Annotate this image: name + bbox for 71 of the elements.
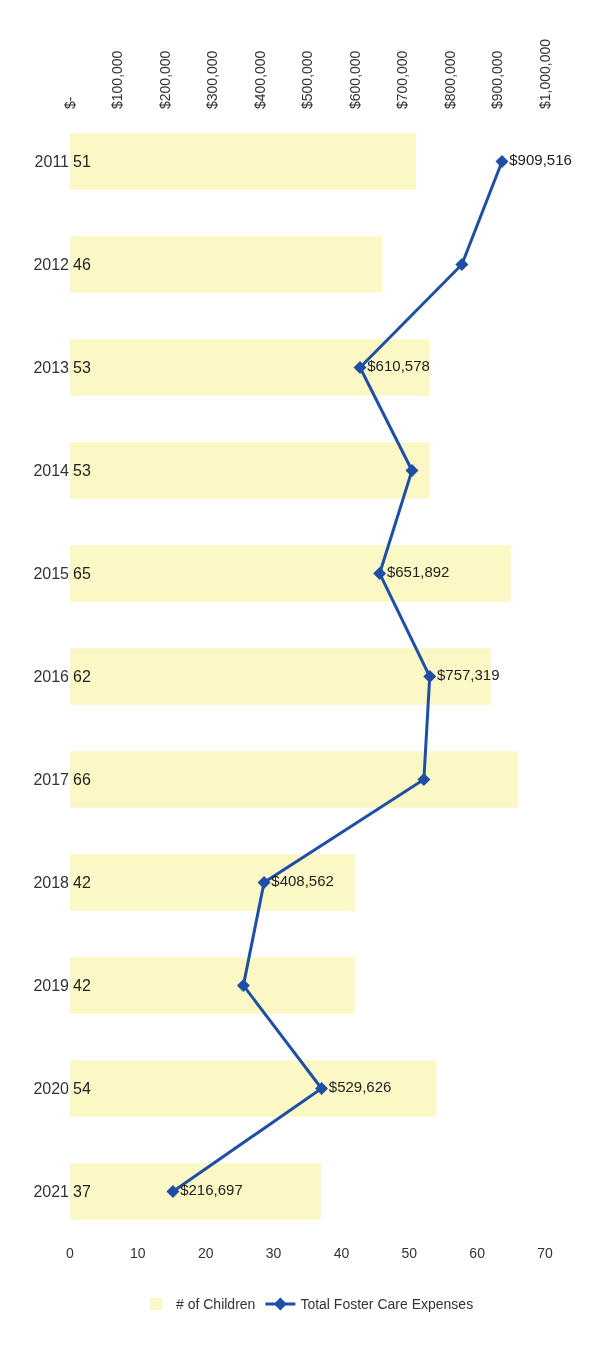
y-tick-label: 2014 [33,462,70,480]
point [166,1185,180,1198]
legend-label: Total Foster Care Expenses [300,1296,474,1313]
point [417,773,431,786]
data-label: 42 [73,874,91,892]
bar [70,1163,322,1220]
data-label: 62 [73,667,91,685]
point [315,1082,329,1095]
x-tick-label: 0 [66,1245,75,1261]
point [257,876,271,889]
x-tick-label: 40 [333,1245,350,1261]
y-tick-label: 2012 [33,256,70,274]
bar [70,1060,437,1117]
x2-tick-label: $300,000 [204,50,221,109]
y-tick-label: 2018 [33,874,70,892]
data-label: 66 [73,771,91,788]
point [373,567,387,580]
point [455,258,469,271]
data-label: $610,578 [367,357,430,375]
x-tick-label: 20 [197,1245,214,1261]
y-tick-label: 2019 [33,977,70,995]
bar [70,133,417,190]
x2-tick-label: $200,000 [156,50,173,109]
point [423,670,437,683]
x-tick-label: 60 [469,1245,486,1261]
data-label: 53 [73,359,91,377]
data-label: $529,626 [328,1078,392,1096]
y-tick-label: 2021 [33,1183,70,1201]
data-label: $408,562 [271,872,334,890]
bar [70,236,383,293]
x2-tick-label: $1,000,000 [536,38,553,109]
x2-tick-label: $- [61,96,78,109]
x-tick-label: 30 [265,1245,282,1261]
x-tick-label: 70 [537,1245,553,1261]
data-label: 54 [73,1080,91,1098]
data-label: 37 [73,1183,91,1201]
bar [70,339,430,396]
data-label: 46 [73,256,91,274]
x2-tick-label: $800,000 [441,50,458,109]
point [353,361,367,374]
data-label: 65 [73,565,91,583]
data-label: 42 [73,977,91,995]
point [236,979,250,992]
data-label: $757,319 [436,666,500,684]
y-tick-label: 2017 [33,771,70,789]
bar [70,545,512,602]
y-tick-label: 2020 [33,1080,70,1098]
x2-tick-label: $600,000 [346,50,363,109]
bar [70,751,518,808]
x2-tick-label: $900,000 [489,50,506,109]
y-tick-label: 2015 [33,565,70,583]
data-label: $909,516 [509,151,572,169]
y-tick-label: 2011 [34,153,70,171]
data-label: 53 [73,462,91,480]
legend-label: # of Children [176,1296,256,1313]
x2-tick-label: $500,000 [299,50,316,109]
data-label: 51 [73,153,91,170]
data-label: $651,892 [386,563,450,581]
bar [70,854,355,911]
data-label: $216,697 [180,1181,243,1199]
x2-tick-label: $700,000 [394,50,411,109]
y-tick-label: 2016 [33,668,70,686]
bar [70,957,355,1014]
x-tick-label: 10 [130,1245,146,1261]
point [495,155,509,168]
bar [70,442,430,499]
y-tick-label: 2013 [33,359,70,377]
point [405,464,419,477]
x2-tick-label: $400,000 [251,50,268,109]
x-tick-label: 50 [401,1245,418,1261]
x2-tick-label: $100,000 [109,50,126,109]
